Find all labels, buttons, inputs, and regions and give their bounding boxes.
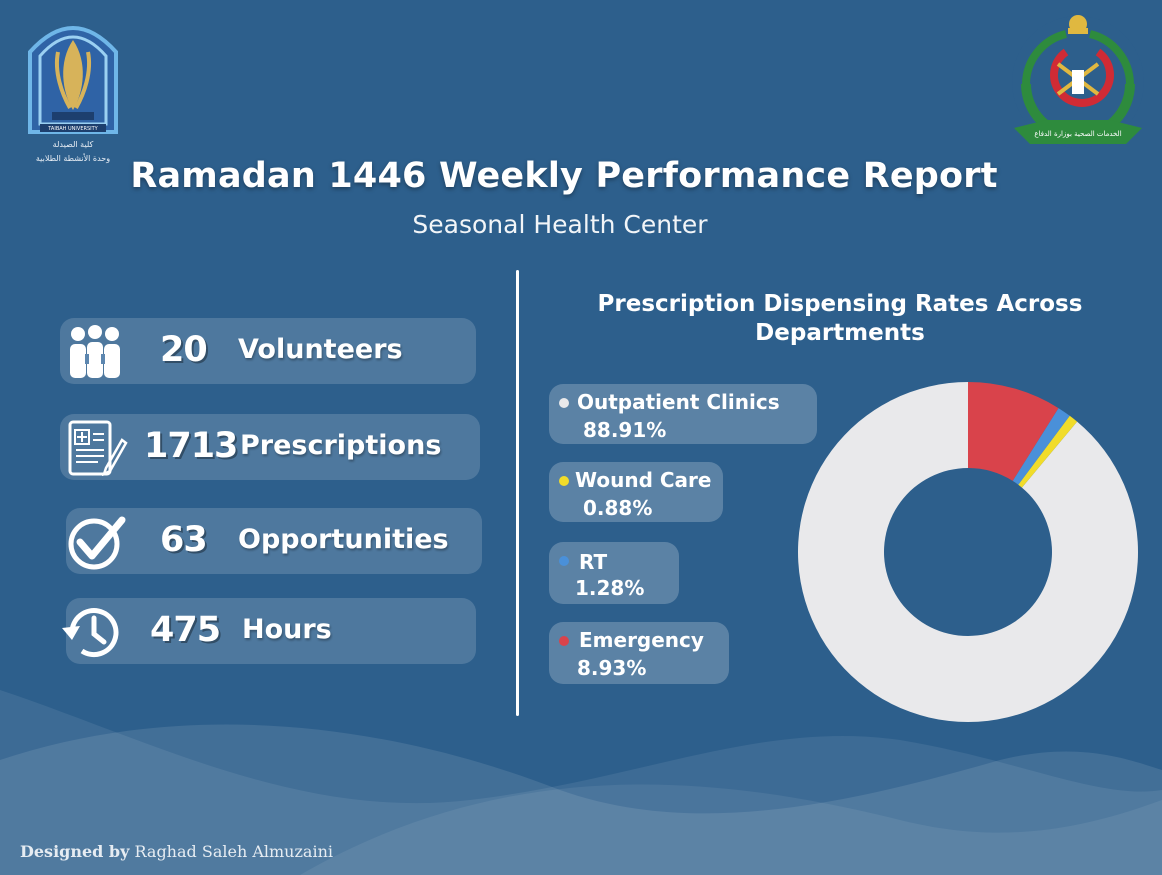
stat-card-opportunities: 63 Opportunities bbox=[66, 508, 482, 574]
legend-label: RT bbox=[579, 550, 608, 574]
legend-dot bbox=[559, 476, 569, 486]
stat-label: Hours bbox=[242, 614, 332, 645]
clock-history-icon bbox=[62, 608, 119, 658]
stat-number: 20 bbox=[160, 330, 208, 370]
taibah-university-logo: TAIBAH UNIVERSITY bbox=[18, 12, 128, 168]
data-label: 8.93% bbox=[577, 656, 647, 680]
stat-card-prescriptions: 1713 Prescriptions bbox=[60, 414, 480, 480]
vertical-divider bbox=[516, 270, 519, 716]
page-subtitle: Seasonal Health Center bbox=[412, 210, 708, 239]
logo-caption-unit: وحدة الأنشطة الطلابية bbox=[35, 154, 111, 163]
data-label: 0.88% bbox=[583, 496, 653, 520]
donut-slice-outpatient-clinics bbox=[798, 382, 1138, 722]
donut-slice-emergency bbox=[968, 382, 1059, 481]
legend-label: Wound Care bbox=[575, 468, 712, 492]
legend-wound-care: Wound Care 0.88% bbox=[549, 462, 723, 522]
donut-chart bbox=[798, 382, 1138, 722]
donut-slice-rt bbox=[1012, 408, 1070, 485]
legend-label: Outpatient Clinics bbox=[577, 390, 780, 414]
stat-number: 63 bbox=[160, 520, 208, 560]
checkmark-icon bbox=[68, 516, 126, 570]
stat-label: Prescriptions bbox=[240, 430, 442, 461]
page-title: Ramadan 1446 Weekly Performance Report bbox=[130, 156, 998, 196]
prescription-icon bbox=[68, 420, 128, 476]
legend-label: Emergency bbox=[579, 628, 704, 652]
donut-slice-wound-care bbox=[1018, 415, 1078, 488]
logo-caption-college: كلية الصيدلة bbox=[52, 140, 94, 149]
stat-card-volunteers: 20 Volunteers bbox=[60, 318, 476, 384]
credit-name: Raghad Saleh Almuzaini bbox=[134, 842, 333, 861]
designer-credit: Designed by Raghad Saleh Almuzaini bbox=[20, 842, 333, 861]
legend-dot bbox=[559, 636, 569, 646]
legend-dot bbox=[559, 556, 569, 566]
legend-emergency: Emergency 8.93% bbox=[549, 622, 729, 684]
stat-label: Volunteers bbox=[238, 334, 403, 365]
data-label: 88.91% bbox=[583, 418, 667, 442]
stat-number: 1713 bbox=[144, 426, 238, 466]
legend-outpatient: Outpatient Clinics 88.91% bbox=[549, 384, 817, 444]
stat-number: 475 bbox=[150, 610, 221, 650]
svg-text:TAIBAH UNIVERSITY: TAIBAH UNIVERSITY bbox=[47, 126, 98, 132]
legend-dot bbox=[559, 398, 569, 408]
stat-card-hours: 475 Hours bbox=[62, 598, 476, 664]
svg-text:الخدمات الصحية بوزارة الدفاع: الخدمات الصحية بوزارة الدفاع bbox=[1034, 130, 1121, 138]
chart-title: Prescription Dispensing Rates Across Dep… bbox=[597, 291, 1083, 346]
data-label: 1.28% bbox=[575, 576, 645, 600]
volunteers-icon bbox=[70, 325, 120, 378]
credit-prefix: Designed by bbox=[20, 842, 130, 861]
stat-label: Opportunities bbox=[238, 524, 449, 555]
legend-rt: RT 1.28% bbox=[549, 542, 679, 604]
military-health-logo: الخدمات الصحية بوزارة الدفاع bbox=[1006, 4, 1150, 156]
